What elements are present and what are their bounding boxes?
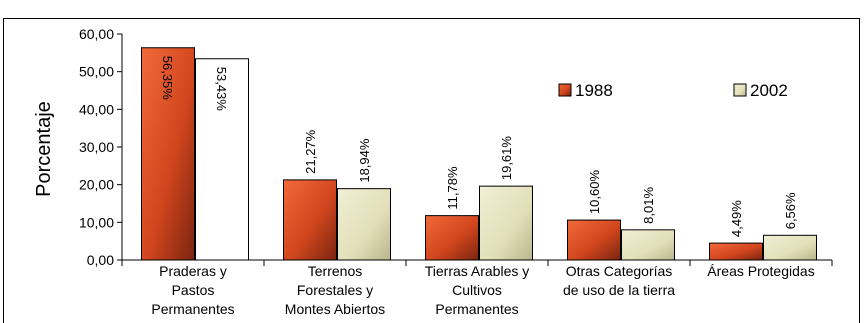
value-label: 18,94% <box>357 138 372 183</box>
y-axis-title: Porcentaje <box>33 101 55 197</box>
bar-1988-2 <box>425 215 479 261</box>
category-label: Cultivos <box>452 282 502 298</box>
y-tick-label: 50,00 <box>79 64 114 80</box>
value-label: 10,60% <box>587 170 602 215</box>
bar-2002-0 <box>195 58 249 261</box>
y-tick-label: 60,00 <box>79 26 114 42</box>
y-tick-label: 30,00 <box>79 139 114 155</box>
value-label: 21,27% <box>303 129 318 174</box>
category-label: de uso de la tierra <box>563 282 675 298</box>
bar-1988-3 <box>567 219 621 261</box>
value-label: 56,35% <box>160 56 175 101</box>
bar-1988-0 <box>141 47 195 261</box>
category-label: Áreas Protegidas <box>707 263 814 279</box>
category-label: Praderas y <box>159 263 227 279</box>
category-label: Permanentes <box>435 301 518 317</box>
legend-swatch-2002 <box>733 83 747 97</box>
value-label: 4,49% <box>729 200 744 237</box>
y-tick-label: 40,00 <box>79 101 114 117</box>
value-label: 6,56% <box>783 192 798 229</box>
bar-2002-3 <box>621 229 675 261</box>
category-label: Terrenos <box>308 263 362 279</box>
bar-2002-2 <box>479 185 533 261</box>
y-tick-label: 10,00 <box>79 214 114 230</box>
legend-swatch-1988 <box>558 83 572 97</box>
category-label: Tierras Arables y <box>425 263 530 279</box>
chart-border <box>3 18 860 323</box>
bars <box>141 47 817 261</box>
category-label: Forestales y <box>297 282 373 298</box>
legend: 1988 2002 <box>558 81 788 100</box>
bar-2002-4 <box>763 234 817 261</box>
category-label: Permanentes <box>151 301 234 317</box>
value-label: 53,43% <box>214 67 229 112</box>
legend-label-1988: 1988 <box>575 81 613 100</box>
value-label: 19,61% <box>499 136 514 181</box>
category-label: Pastos <box>172 282 215 298</box>
y-tick-label: 0,00 <box>87 252 114 268</box>
bar-2002-1 <box>337 188 391 261</box>
bar-1988-1 <box>283 179 337 261</box>
legend-label-2002: 2002 <box>750 81 788 100</box>
labels: 56,35% 53,43% Praderas y Pastos Permanentes 2… <box>151 56 814 317</box>
value-label: 11,78% <box>445 166 460 210</box>
bar-1988-4 <box>709 242 763 261</box>
value-label: 8,01% <box>641 187 656 224</box>
category-label: Otras Categorías <box>566 263 673 279</box>
y-tick-label: 20,00 <box>79 177 114 193</box>
category-label: Montes Abiertos <box>285 301 385 317</box>
